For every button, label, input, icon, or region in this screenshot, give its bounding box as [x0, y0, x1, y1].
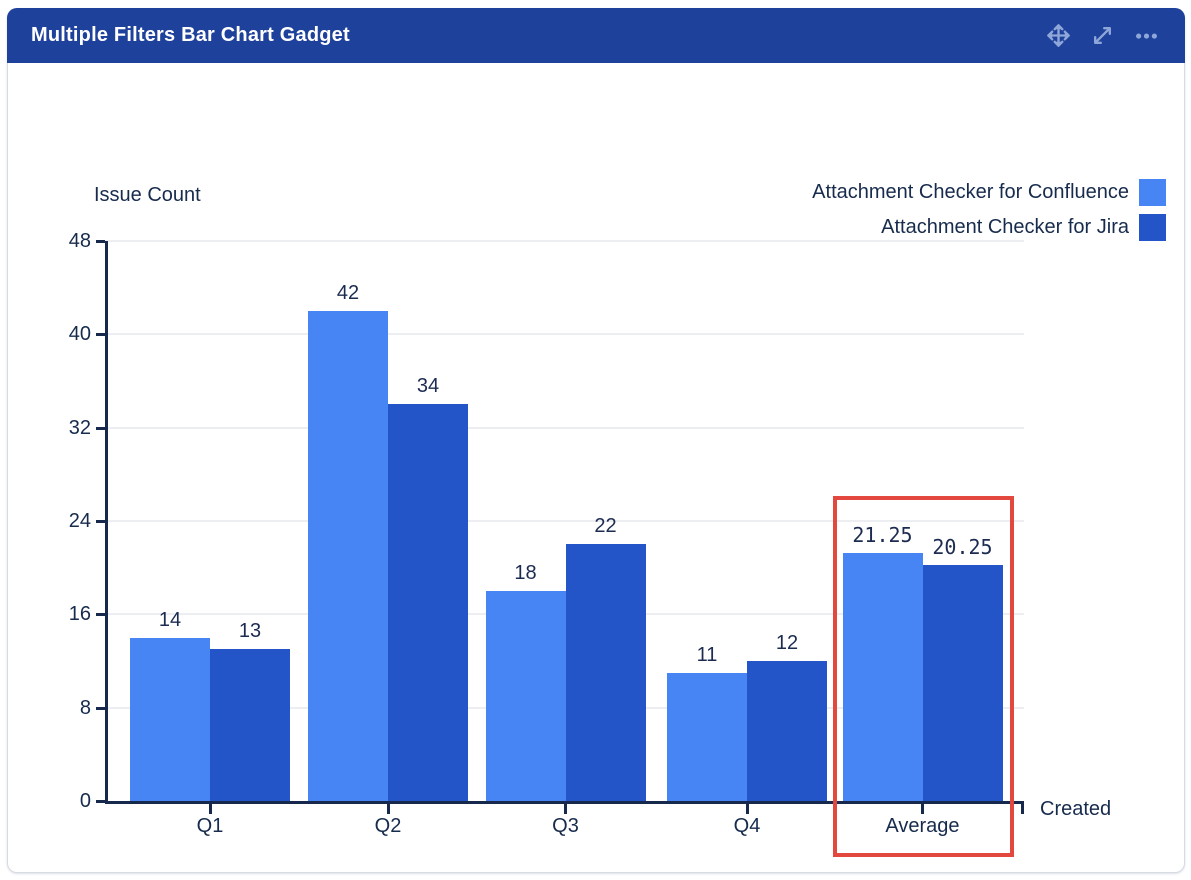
category-label-q3: Q3: [552, 815, 579, 837]
legend-swatch-light: [1139, 179, 1166, 206]
x-tick-mark: [386, 804, 390, 814]
legend-item-jira[interactable]: Attachment Checker for Jira: [881, 214, 1166, 241]
bar-q1-confluence[interactable]: [130, 637, 210, 801]
expand-icon[interactable]: [1089, 22, 1116, 49]
category-label-q2: Q2: [374, 815, 402, 837]
bar-value-label: 42: [336, 282, 360, 304]
bar-q1-jira[interactable]: [210, 649, 290, 801]
category-label-q4: Q4: [733, 815, 761, 837]
legend-label: Attachment Checker for Confluence: [812, 181, 1129, 203]
bar-value-label: 20.25: [932, 534, 993, 559]
y-axis-title: Issue Count: [94, 184, 201, 206]
gridline: [105, 240, 1024, 242]
x-tick-mark: [921, 804, 924, 814]
y-tick-label: 40: [68, 323, 91, 346]
x-axis-line: [105, 801, 1024, 804]
gadget-title: Multiple Filters Bar Chart Gadget: [31, 24, 350, 46]
bar-q3-jira[interactable]: [565, 544, 646, 801]
bar-value-label: 18: [514, 562, 537, 584]
category-label-average: Average: [885, 815, 960, 837]
bar-q4-jira[interactable]: [747, 661, 827, 801]
legend-swatch-dark: [1139, 214, 1166, 241]
x-tick-mark: [745, 804, 749, 814]
bar-value-label: 22: [594, 515, 617, 538]
y-tick-mark: [96, 800, 105, 803]
header-actions: [1045, 22, 1185, 49]
y-tick-mark: [96, 426, 105, 430]
gridline: [105, 426, 1024, 429]
bar-value-label: 14: [158, 608, 182, 631]
y-tick-mark: [96, 333, 105, 337]
bar-average-confluence[interactable]: [842, 553, 923, 801]
y-tick-label: 16: [68, 603, 91, 626]
more-icon[interactable]: [1133, 22, 1160, 49]
move-icon[interactable]: [1045, 22, 1072, 49]
y-tick-label: 0: [79, 790, 91, 812]
y-tick-mark: [96, 613, 105, 617]
gadget-card: Multiple Filters Bar Chart Gadget: [7, 8, 1185, 873]
y-tick-label: 48: [68, 230, 91, 252]
gadget-header: Multiple Filters Bar Chart Gadget: [7, 8, 1185, 63]
y-tick-label: 32: [68, 416, 91, 439]
bar-q2-confluence[interactable]: [308, 311, 388, 801]
legend-item-confluence[interactable]: Attachment Checker for Confluence: [812, 179, 1166, 206]
gridline: [105, 333, 1024, 336]
highlight-box: [832, 496, 1014, 857]
y-tick-mark: [96, 520, 105, 523]
legend: Attachment Checker for Confluence Attach…: [812, 179, 1166, 241]
legend-label: Attachment Checker for Jira: [881, 216, 1129, 238]
x-axis-title: Created: [1040, 798, 1112, 820]
y-tick-label: 24: [68, 510, 91, 532]
bar-q2-jira[interactable]: [388, 404, 468, 801]
x-tick-mark: [564, 804, 567, 814]
bar-value-label: 12: [775, 632, 799, 654]
x-tick-mark: [208, 804, 212, 814]
bar-value-label: 13: [238, 620, 262, 643]
bar-chart: Issue Count Attachment Checker for Confl…: [8, 9, 1184, 872]
bar-value-label: 11: [696, 643, 718, 666]
category-label-q1: Q1: [196, 815, 224, 837]
bar-q3-confluence[interactable]: [485, 591, 566, 801]
bar-value-label: 34: [416, 375, 440, 398]
gridline: [105, 520, 1024, 522]
bar-q4-confluence[interactable]: [667, 672, 747, 801]
y-tick-mark: [96, 706, 105, 710]
y-tick-label: 8: [79, 696, 91, 719]
x-axis-end-tick: [1021, 804, 1024, 814]
bar-value-label: 21.25: [852, 523, 913, 548]
y-tick-mark: [96, 240, 105, 243]
bar-average-jira[interactable]: [922, 564, 1003, 801]
y-axis-line: [105, 241, 108, 804]
